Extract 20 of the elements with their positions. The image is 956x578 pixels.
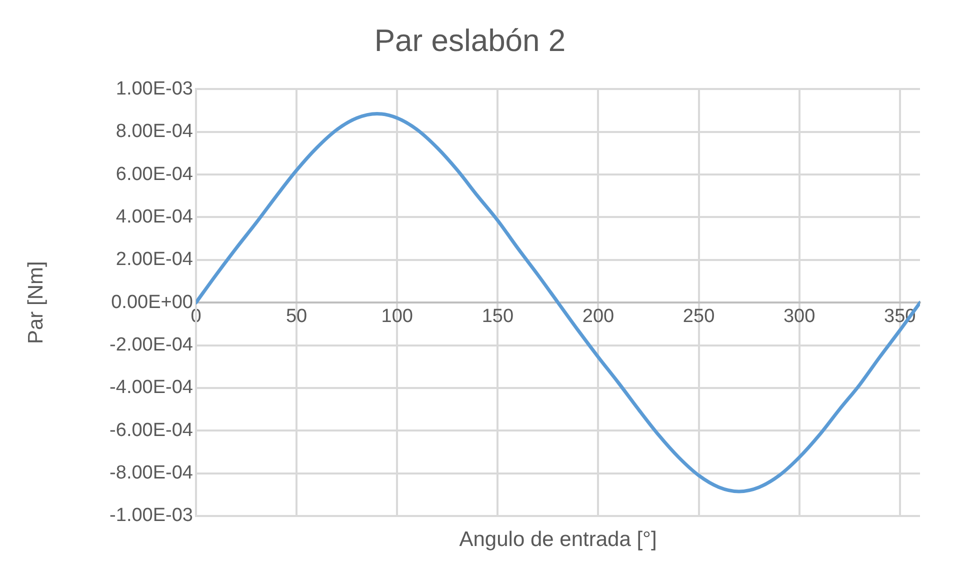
y-tick-label: 0.00E+00 [111,292,193,313]
y-tick-label: 2.00E-04 [116,249,194,270]
y-tick-label: -6.00E-04 [110,420,194,441]
y-tick-label: -8.00E-04 [110,462,194,484]
chart-title: Par eslabón 2 [374,23,566,58]
y-tick-label: 8.00E-04 [116,121,194,142]
y-tick-label: 1.00E-03 [116,78,193,100]
y-tick-label: -1.00E-03 [110,505,193,526]
y-tick-label: 6.00E-04 [116,164,194,185]
x-tick-label: 300 [783,306,816,328]
y-tick-label: -4.00E-04 [110,377,194,398]
x-tick-label: 100 [381,306,413,328]
x-tick-label: 150 [482,306,514,328]
y-axis-title: Par [Nm] [24,261,48,344]
y-tick-label: 4.00E-04 [116,206,194,228]
x-tick-label: 50 [286,306,308,328]
y-tick-label: -2.00E-04 [110,334,194,356]
x-tick-label: 200 [582,306,614,328]
x-axis-title: Angulo de entrada [°] [459,528,657,551]
x-tick-label: 250 [682,306,715,328]
